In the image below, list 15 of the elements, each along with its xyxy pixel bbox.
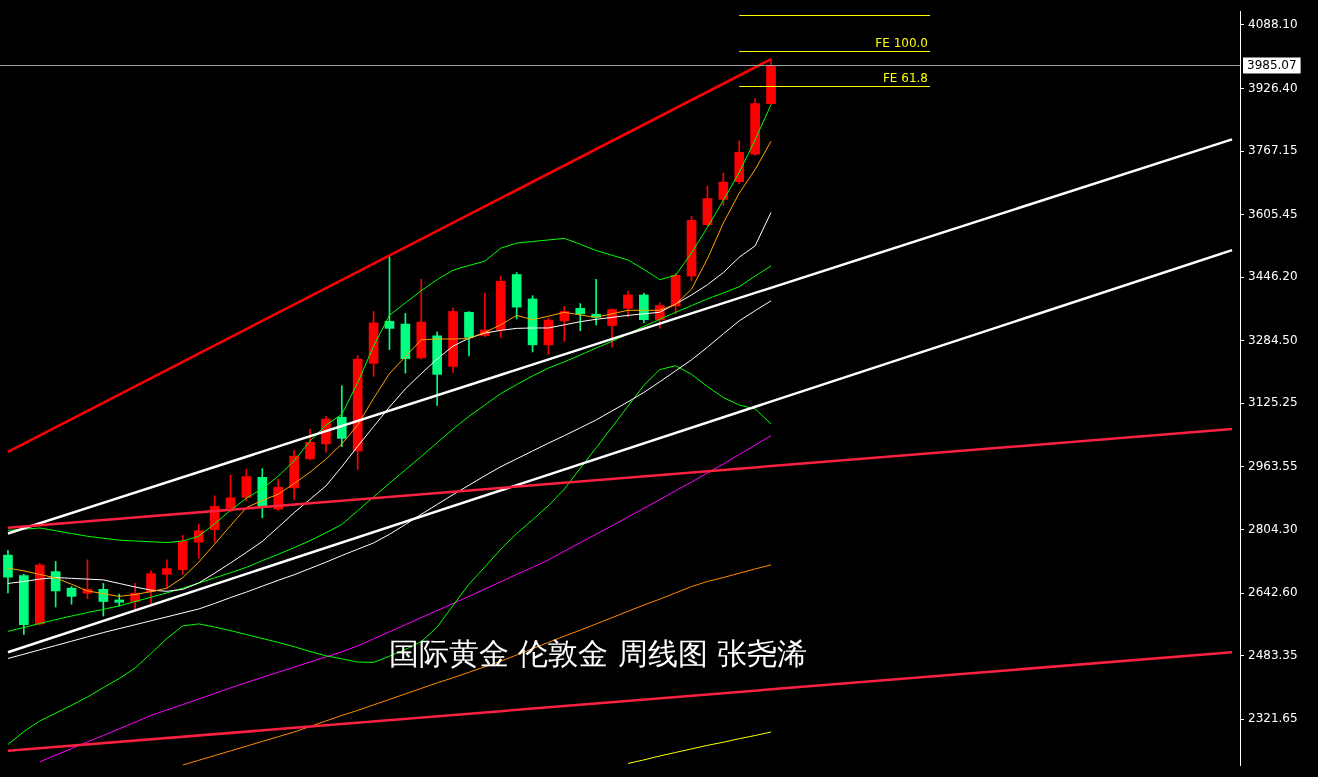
y-tick-label: 3284.50 xyxy=(1248,332,1298,347)
y-tick-label: 2321.65 xyxy=(1248,711,1298,726)
y-tick-label: 3767.15 xyxy=(1248,143,1298,158)
y-tick-label: 2483.35 xyxy=(1248,647,1298,662)
y-tick-label: 3125.25 xyxy=(1248,395,1298,410)
y-tick-label: 3446.20 xyxy=(1248,269,1298,284)
y-tick-label: 2804.30 xyxy=(1248,521,1298,536)
y-tick-label: 2963.55 xyxy=(1248,459,1298,474)
y-tick-label: 2642.60 xyxy=(1248,585,1298,600)
y-tick-label: 3926.40 xyxy=(1248,80,1298,95)
ref-line-label: FE 100.0 xyxy=(875,35,928,50)
ref-line-label: 3985.07 xyxy=(1247,57,1297,72)
y-tick-label: 3605.45 xyxy=(1248,206,1298,221)
ref-line-label: FE 61.8 xyxy=(882,70,928,85)
y-tick-label: 4088.10 xyxy=(1248,17,1298,32)
